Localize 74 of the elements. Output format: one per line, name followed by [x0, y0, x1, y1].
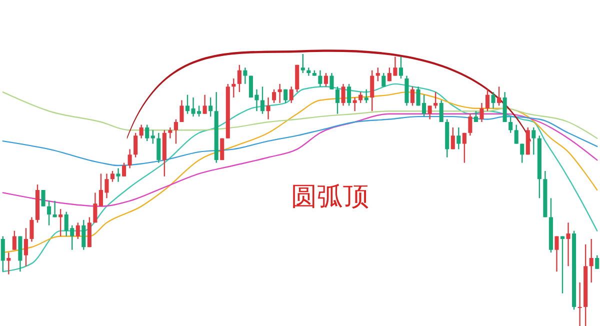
candlestick — [266, 96, 270, 120]
candlestick — [347, 83, 352, 106]
candlestick — [180, 100, 184, 123]
candlestick — [110, 170, 115, 182]
candlestick — [134, 132, 138, 158]
candlestick — [566, 222, 570, 267]
candlestick — [508, 116, 513, 134]
candlestick — [202, 94, 207, 114]
candlestick — [376, 67, 380, 82]
candlestick — [428, 105, 432, 120]
candlestick — [208, 96, 213, 118]
candlestick — [272, 88, 276, 104]
candlestick — [370, 70, 374, 112]
candlestick — [532, 126, 536, 156]
candlestick — [468, 113, 472, 136]
candlestick — [595, 254, 600, 270]
candlestick — [456, 126, 461, 150]
candlestick — [47, 200, 52, 226]
candlestick — [306, 67, 311, 76]
candlestick — [410, 86, 415, 106]
candlestick — [578, 282, 582, 326]
candlestick — [41, 189, 46, 207]
candlestick — [589, 238, 594, 284]
candlestick — [497, 86, 502, 106]
candlestick — [520, 143, 524, 164]
candlestick — [491, 91, 496, 109]
candlestick — [382, 72, 386, 88]
candlestick — [6, 252, 11, 275]
candlestick — [174, 118, 178, 144]
candlestick — [485, 88, 490, 112]
candlestick — [260, 86, 265, 114]
candlestick — [330, 72, 334, 90]
candlestick — [434, 91, 438, 109]
candlestick — [341, 83, 346, 106]
candlestick — [150, 130, 155, 144]
candlestick — [232, 78, 236, 98]
annotation: 圆弧顶 — [291, 182, 369, 212]
candlestick — [450, 126, 455, 150]
candlestick — [284, 88, 288, 104]
candlestick — [128, 148, 132, 169]
candlestick — [439, 100, 444, 123]
candlestick — [358, 91, 363, 104]
candlestick — [398, 56, 403, 80]
candlestick — [52, 200, 57, 218]
candlestick — [145, 124, 150, 142]
candlestick — [554, 236, 559, 272]
candlestick — [352, 96, 357, 112]
candlestick — [560, 236, 565, 294]
candlestick — [76, 222, 80, 240]
candlestick — [243, 67, 248, 85]
candlestick — [514, 124, 518, 144]
candlestick — [30, 216, 34, 242]
candlestick — [0, 236, 5, 272]
candlestick — [156, 132, 161, 164]
candlestick — [278, 83, 282, 104]
candlestick — [300, 53, 305, 74]
candlestick — [480, 102, 484, 123]
candlestick — [289, 86, 294, 104]
candlestick — [12, 230, 16, 250]
candlestick — [324, 72, 328, 88]
candlestick — [462, 132, 466, 164]
candlestick — [335, 86, 340, 114]
candlestick — [185, 94, 190, 114]
candlestick — [58, 208, 63, 237]
candlestick — [93, 192, 98, 224]
candlestick — [122, 162, 126, 177]
candlestick — [24, 227, 28, 267]
candlestick — [318, 70, 322, 88]
candlestick — [116, 168, 120, 182]
candlestick — [82, 219, 86, 250]
candlestick — [237, 64, 242, 93]
candlestick — [364, 88, 368, 104]
candlestick — [168, 126, 172, 139]
candlestick — [139, 124, 144, 139]
